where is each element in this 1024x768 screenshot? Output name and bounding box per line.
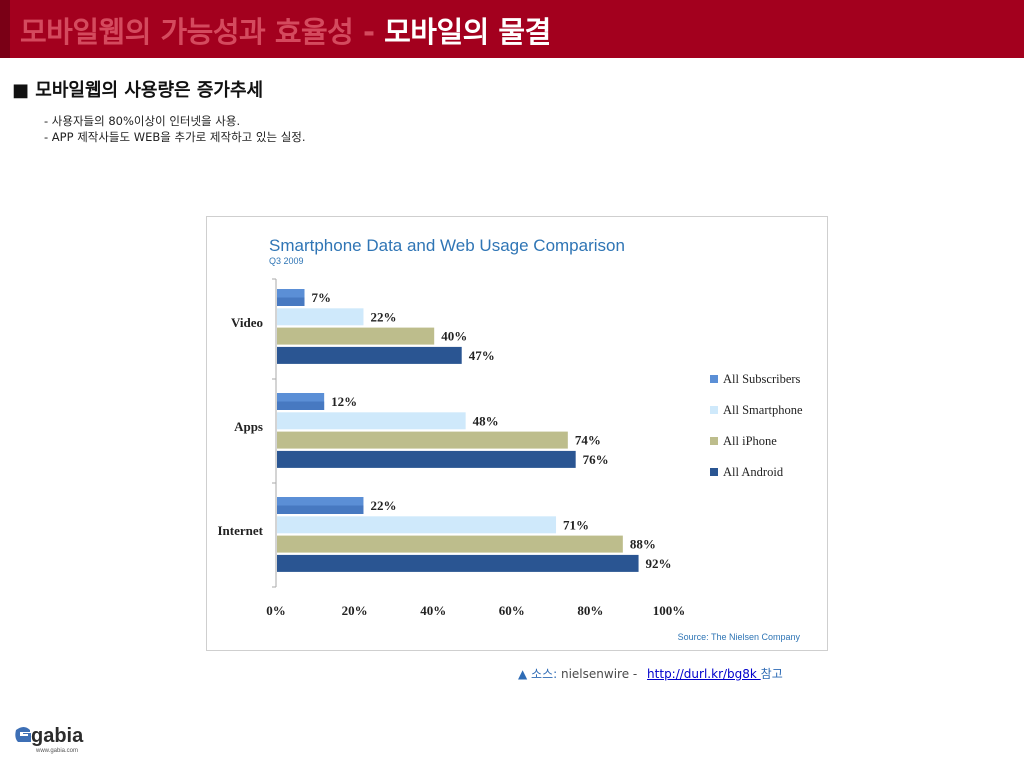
legend-swatch (710, 437, 718, 445)
bar (277, 346, 462, 364)
bar-value-label: 71% (563, 517, 589, 532)
x-tick-label: 40% (420, 603, 446, 618)
bar (277, 327, 435, 345)
chart-subtitle: Q3 2009 (269, 256, 304, 266)
logo-url: www.gabia.com (35, 748, 78, 754)
source-link[interactable]: http://durl.kr/bg8k (647, 667, 761, 681)
x-tick-label: 0% (266, 603, 286, 618)
legend-swatch (710, 468, 718, 476)
bullet-list: - 사용자들의 80%이상이 인터넷을 사용. - APP 제작사들도 WEB을… (44, 113, 306, 145)
bar (277, 308, 364, 326)
bar-value-label: 40% (441, 329, 467, 344)
bar-shade (277, 297, 305, 306)
bar-value-label: 47% (469, 348, 495, 363)
legend-swatch (710, 406, 718, 414)
bar-value-label: 76% (583, 452, 609, 467)
bar-value-label: 88% (630, 537, 656, 552)
x-tick-label: 80% (577, 603, 603, 618)
legend-label: All Smartphone (723, 403, 803, 417)
bullet-item: - 사용자들의 80%이상이 인터넷을 사용. (44, 114, 241, 128)
bar-value-label: 7% (312, 290, 332, 305)
legend-swatch (710, 375, 718, 383)
x-tick-label: 20% (342, 603, 368, 618)
bullet-item: - APP 제작사들도 WEB을 추가로 제작하고 있는 실정. (44, 130, 306, 144)
bar (277, 516, 557, 534)
legend-label: All iPhone (723, 434, 777, 448)
bar (277, 431, 568, 449)
category-label: Internet (218, 523, 264, 538)
legend-label: All Subscribers (723, 372, 801, 386)
slide-header: 모바일웹의 가능성과 효율성 - 모바일의 물결 (0, 0, 1024, 58)
source-suffix: 참고 (760, 667, 783, 681)
slide-title-highlight: 모바일의 물결 (384, 15, 551, 49)
bar (277, 535, 623, 553)
bar-shade (277, 505, 364, 514)
chart-panel: Smartphone Data and Web Usage Comparison… (206, 216, 828, 651)
bar-value-label: 48% (473, 413, 499, 428)
bar-value-label: 12% (331, 394, 357, 409)
slide-title-main: 모바일웹의 가능성과 효율성 - (20, 15, 385, 49)
header-accent (0, 0, 10, 58)
bar-value-label: 92% (646, 556, 672, 571)
logo-mark: gabia www.gabia.com (15, 725, 84, 754)
x-tick-label: 100% (653, 603, 686, 618)
logo-swoosh (15, 727, 31, 742)
usage-chart: Smartphone Data and Web Usage Comparison… (218, 236, 803, 642)
source-prefix: ▲ 소스: (518, 667, 558, 681)
legend-label: All Android (723, 465, 784, 479)
bar-value-label: 22% (370, 498, 396, 513)
source-name: nielsenwire - (557, 667, 642, 681)
slide-title: 모바일웹의 가능성과 효율성 - 모바일의 물결 (20, 9, 551, 51)
bar-shade (277, 401, 325, 410)
bar (277, 450, 576, 468)
logo-wordmark: gabia (31, 725, 84, 747)
bar-value-label: 74% (575, 433, 601, 448)
chart-title: Smartphone Data and Web Usage Comparison (269, 236, 625, 255)
bar-value-label: 22% (370, 309, 396, 324)
bar (277, 412, 466, 430)
chart-source-note: Source: The Nielsen Company (678, 632, 801, 642)
gabia-logo: gabia www.gabia.com (14, 722, 104, 758)
x-tick-label: 60% (499, 603, 525, 618)
source-line: ▲ 소스: nielsenwire - http://durl.kr/bg8k … (518, 665, 783, 682)
category-label: Apps (234, 419, 263, 434)
section-heading: ■ 모바일웹의 사용량은 증가추세 (12, 80, 264, 101)
bar (277, 554, 639, 572)
category-label: Video (231, 315, 263, 330)
